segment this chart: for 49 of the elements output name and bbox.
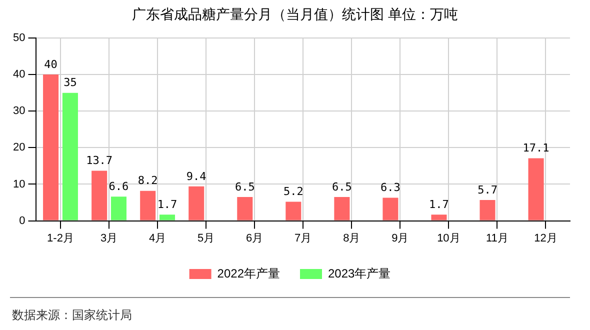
data-label: 8.2 bbox=[138, 174, 158, 188]
bar bbox=[334, 197, 350, 220]
x-tick-label: 4月 bbox=[148, 232, 166, 244]
data-label: 6.5 bbox=[332, 180, 352, 194]
x-tick-label: 3月 bbox=[100, 232, 118, 244]
data-label: 1.7 bbox=[157, 198, 178, 211]
y-tick-label: 50 bbox=[12, 32, 26, 44]
data-label: 9.4 bbox=[186, 170, 207, 183]
bar bbox=[92, 170, 108, 220]
x-tick-label: 1-2月 bbox=[47, 232, 74, 244]
y-tick-label: 40 bbox=[12, 68, 26, 81]
x-tick-label: 10月 bbox=[437, 232, 460, 244]
x-tick-label: 5月 bbox=[198, 232, 215, 244]
bar bbox=[528, 158, 544, 220]
bar bbox=[110, 196, 126, 220]
y-tick-label: 10 bbox=[12, 178, 26, 190]
bar bbox=[140, 190, 156, 220]
x-tick-label: 7月 bbox=[294, 232, 312, 244]
data-label: 17.1 bbox=[522, 142, 550, 155]
y-tick-label: 0 bbox=[19, 214, 26, 227]
bar bbox=[237, 197, 253, 220]
y-tick-label: 30 bbox=[12, 105, 26, 118]
bar bbox=[159, 214, 176, 220]
data-label: 6.5 bbox=[234, 180, 255, 194]
legend-label: 2022年产量 bbox=[217, 266, 280, 280]
data-label: 5.7 bbox=[478, 183, 498, 196]
data-label: 5.2 bbox=[283, 185, 304, 198]
bar bbox=[62, 92, 78, 220]
bar bbox=[382, 198, 398, 220]
source-note: 数据来源：国家统计局 bbox=[12, 307, 132, 324]
x-tick-label: 11月 bbox=[486, 232, 508, 244]
data-label: 6.6 bbox=[108, 180, 129, 194]
x-tick-label: 12月 bbox=[534, 232, 558, 244]
bar bbox=[480, 200, 496, 220]
x-tick-label: 8月 bbox=[343, 232, 360, 244]
x-tick-label: 6月 bbox=[246, 232, 264, 244]
bar bbox=[431, 214, 447, 220]
data-label: 6.3 bbox=[380, 181, 400, 194]
legend-label: 2023年产量 bbox=[328, 266, 391, 280]
data-label: 13.7 bbox=[86, 154, 113, 168]
data-label: 40 bbox=[44, 58, 58, 71]
chart-title: 广东省成品糖产量分月（当月值）统计图 单位：万吨 bbox=[130, 6, 460, 24]
bar bbox=[188, 186, 204, 220]
data-label: 1.7 bbox=[429, 198, 449, 211]
data-label: 35 bbox=[64, 76, 77, 90]
bar bbox=[43, 74, 59, 220]
y-tick-label: 20 bbox=[12, 142, 26, 154]
x-tick-label: 9月 bbox=[392, 232, 409, 244]
bar bbox=[286, 202, 302, 220]
